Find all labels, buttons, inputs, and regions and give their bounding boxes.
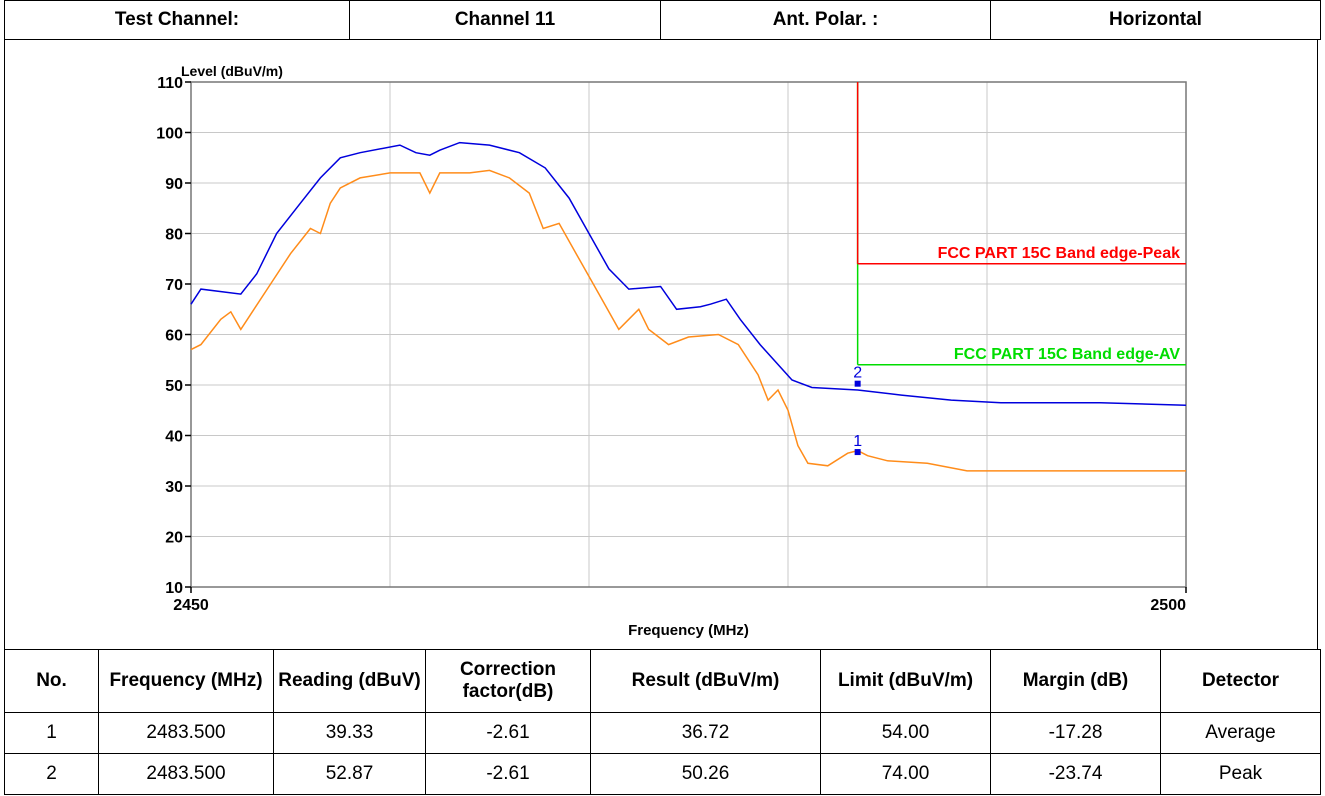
y-tick-label: 60 bbox=[165, 328, 183, 345]
y-tick-label: 30 bbox=[165, 479, 183, 496]
series-line bbox=[190, 169, 1186, 472]
header-cell: Horizontal bbox=[990, 0, 1321, 40]
table-cell: 2483.500 bbox=[98, 712, 274, 754]
header-cell: Test Channel: bbox=[4, 0, 350, 40]
y-tick-label: 90 bbox=[165, 176, 183, 193]
table-cell: -2.61 bbox=[425, 753, 591, 795]
table-cell: 74.00 bbox=[820, 753, 991, 795]
table-cell: Average bbox=[1160, 712, 1321, 754]
column-header: Frequency (MHz) bbox=[98, 649, 274, 713]
y-tick-label: 70 bbox=[165, 277, 183, 294]
table-cell: 54.00 bbox=[820, 712, 991, 754]
chart: 10 20 30 40 50 60 70 80 90 100 110 2450 2500 Level (d… bbox=[156, 63, 1187, 639]
header-cell: Ant. Polar. : bbox=[660, 0, 991, 40]
table-cell: 36.72 bbox=[590, 712, 821, 754]
table-row: 2 2483.500 52.87 -2.61 50.26 74.00 -23.74 Peak bbox=[4, 753, 1321, 795]
limit-label: FCC PART 15C Band edge-Peak bbox=[938, 245, 1181, 262]
y-tick-label: 50 bbox=[165, 378, 183, 395]
column-header: Reading (dBuV) bbox=[273, 649, 426, 713]
header-table: Test Channel: Channel 11 Ant. Polar. : H… bbox=[4, 0, 1321, 40]
marker-label: 1 bbox=[853, 433, 862, 450]
column-header: No. bbox=[4, 649, 99, 713]
header-cell: Channel 11 bbox=[349, 0, 661, 40]
table-cell: -2.61 bbox=[425, 712, 591, 754]
y-axis-label: Level (dBuV/m) bbox=[181, 63, 283, 79]
table-cell: -17.28 bbox=[990, 712, 1161, 754]
limit-label: FCC PART 15C Band edge-AV bbox=[954, 346, 1180, 363]
marker bbox=[854, 449, 861, 456]
table-cell: Peak bbox=[1160, 753, 1321, 795]
table-cell: 39.33 bbox=[273, 712, 426, 754]
y-tick-label: 40 bbox=[165, 429, 183, 446]
y-tick-label: 20 bbox=[165, 530, 183, 547]
x-tick-label: 2450 bbox=[173, 597, 209, 614]
y-tick-label: 100 bbox=[156, 126, 183, 143]
column-header: Detector bbox=[1160, 649, 1321, 713]
y-tick-label: 110 bbox=[157, 75, 183, 92]
table-cell: 1 bbox=[4, 712, 99, 754]
table-row: 1 2483.500 39.33 -2.61 36.72 54.00 -17.28 Avera… bbox=[4, 712, 1321, 754]
marker-label: 2 bbox=[853, 365, 862, 382]
y-tick-label: 80 bbox=[165, 227, 183, 244]
chart-area: 10 20 30 40 50 60 70 80 90 100 110 2450 2500 Level (d… bbox=[4, 40, 1318, 649]
x-axis-label: Frequency (MHz) bbox=[628, 622, 749, 639]
column-header: Limit (dBuV/m) bbox=[820, 649, 991, 713]
table-cell: -23.74 bbox=[990, 753, 1161, 795]
marker bbox=[854, 380, 861, 387]
table-cell: 2 bbox=[4, 753, 99, 795]
series-line bbox=[190, 141, 1187, 406]
table-cell: 50.26 bbox=[590, 753, 821, 795]
column-header: Result (dBuV/m) bbox=[590, 649, 821, 713]
table-cell: 2483.500 bbox=[98, 753, 274, 795]
column-header: Correction factor(dB) bbox=[425, 649, 591, 713]
result-table: No. Frequency (MHz) Reading (dBuV) Correcti… bbox=[4, 649, 1321, 795]
y-tick-label: 10 bbox=[165, 580, 183, 597]
table-cell: 52.87 bbox=[273, 753, 426, 795]
table-header-row: No. Frequency (MHz) Reading (dBuV) Correcti… bbox=[4, 649, 1321, 713]
x-tick-label: 2500 bbox=[1150, 597, 1186, 614]
column-header: Margin (dB) bbox=[990, 649, 1161, 713]
